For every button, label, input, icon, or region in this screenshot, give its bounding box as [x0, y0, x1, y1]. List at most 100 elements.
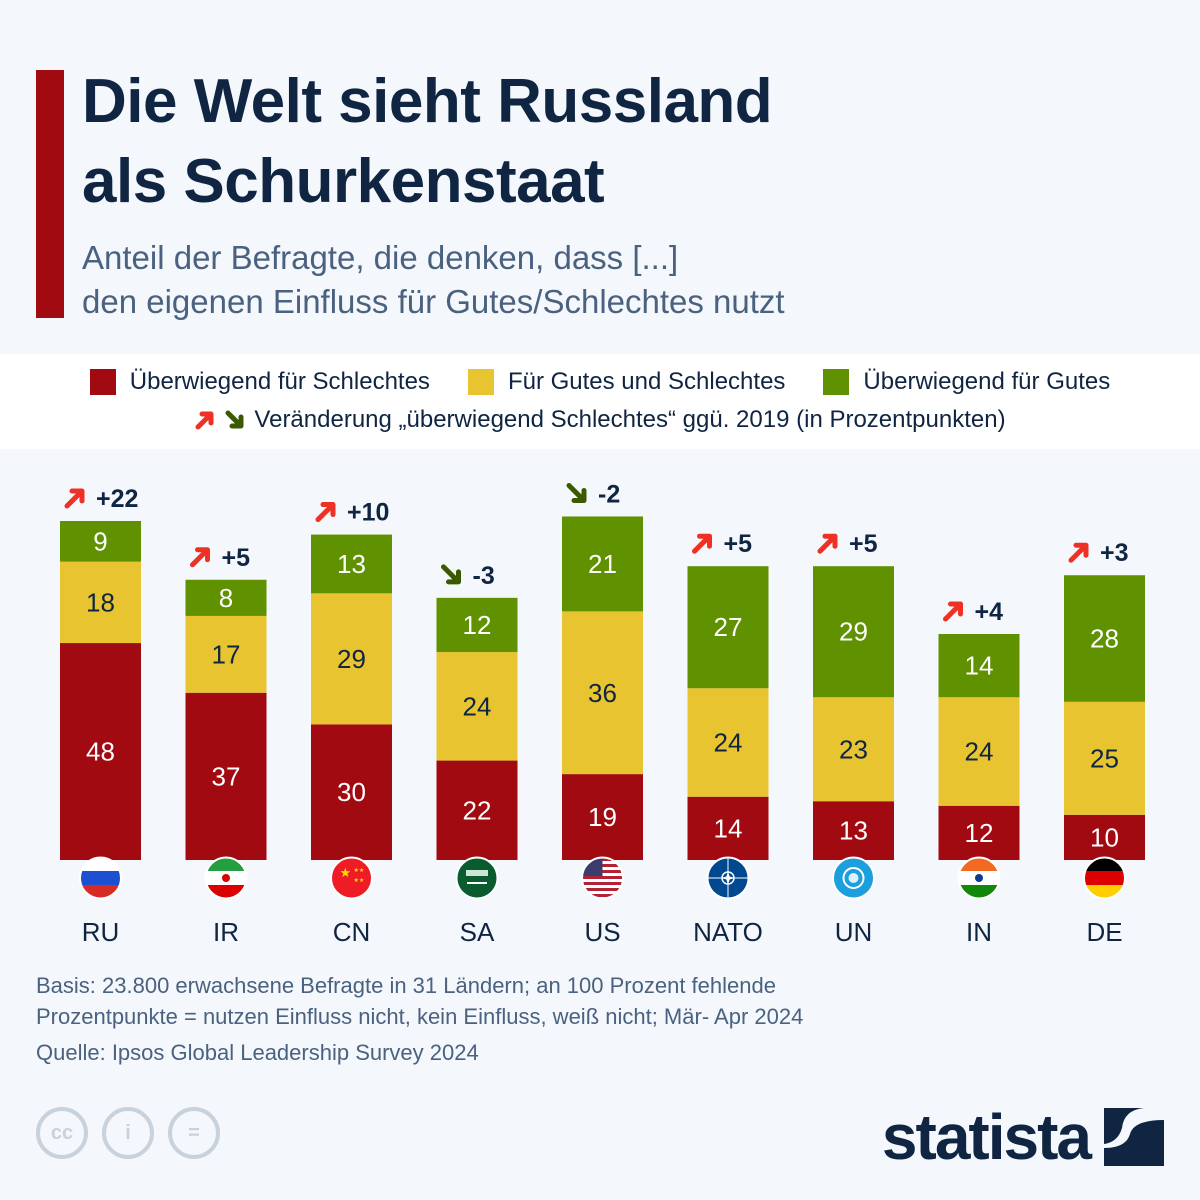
- data-label-bad-in: 12: [965, 818, 994, 848]
- footnote-line-2: Prozentpunkte = nutzen Einfluss nicht, k…: [36, 1004, 804, 1029]
- title-line-2: als Schurkenstaat: [82, 147, 605, 216]
- bar-segment-good-un[interactable]: [813, 566, 894, 698]
- bar-segment-mixed-de[interactable]: [1064, 701, 1145, 815]
- bar-segment-good-cn[interactable]: [311, 534, 392, 594]
- data-label-mixed-in: 24: [965, 737, 994, 767]
- un-flag-icon: [832, 856, 875, 900]
- bar-segment-good-de[interactable]: [1064, 575, 1145, 702]
- legend-swatch-good: [823, 369, 850, 395]
- data-label-good-ir: 8: [219, 583, 233, 613]
- subtitle: Anteil der Befragte, die denken, dass [.…: [82, 236, 785, 324]
- data-label-mixed-de: 25: [1090, 743, 1119, 773]
- china-flag-icon: ★ ★★★★: [330, 856, 373, 900]
- bar-segment-good-sa[interactable]: [436, 597, 518, 653]
- arrow-down-icon: [225, 410, 244, 429]
- statista-wordmark: statista: [881, 1101, 1092, 1173]
- bar-segment-good-ir[interactable]: [185, 579, 267, 616]
- bar-segment-bad-us[interactable]: [562, 774, 643, 860]
- data-label-mixed-un: 23: [839, 734, 868, 764]
- bar-group-sa: 22 24 12 -3 SA: [436, 562, 518, 947]
- bar-segment-mixed-cn[interactable]: [311, 593, 392, 725]
- category-label-in: IN: [966, 917, 992, 947]
- statista-logo-icon: [1104, 1108, 1164, 1166]
- category-label-un: UN: [835, 917, 873, 947]
- subtitle-line-1: Anteil der Befragte, die denken, dass [.…: [82, 239, 679, 276]
- legend-item-bad: Überwiegend für Schlechtes: [89, 368, 430, 396]
- bar-segment-good-in[interactable]: [938, 634, 1020, 698]
- creative-commons-icon[interactable]: cc: [36, 1107, 88, 1159]
- bar-segment-mixed-sa[interactable]: [436, 652, 518, 761]
- data-label-bad-ru: 48: [86, 737, 115, 767]
- data-label-mixed-cn: 29: [337, 644, 366, 674]
- arrow-down-icon: [441, 564, 461, 585]
- data-label-bad-us: 19: [588, 802, 617, 832]
- data-label-good-nato: 27: [714, 612, 743, 642]
- bar-segment-mixed-us[interactable]: [562, 611, 643, 775]
- bar-segment-bad-cn[interactable]: [311, 724, 392, 860]
- data-label-bad-ir: 37: [212, 761, 241, 791]
- bar-segment-bad-ru[interactable]: [60, 643, 141, 860]
- bar-segment-mixed-nato[interactable]: [687, 688, 769, 797]
- bar-segment-mixed-ru[interactable]: [60, 561, 141, 644]
- title-accent-bar: [36, 70, 64, 318]
- license-icons[interactable]: cc i =: [36, 1107, 220, 1159]
- change-label-us: -2: [598, 480, 620, 508]
- bar-group-un: 13 23 29 +5 UN: [813, 530, 894, 947]
- bar-segment-bad-sa[interactable]: [436, 760, 518, 860]
- legend: Überwiegend für Schlechtes Für Gutes und…: [0, 354, 1200, 449]
- iran-flag-icon: [204, 856, 248, 900]
- arrow-up-icon: [195, 411, 214, 430]
- russia-flag-icon: [79, 856, 122, 900]
- bar-segment-good-us[interactable]: [562, 516, 643, 612]
- title-line-1: Die Welt sieht Russland: [82, 67, 773, 136]
- bar-segment-good-nato[interactable]: [687, 566, 769, 689]
- no-derivatives-icon[interactable]: =: [168, 1107, 220, 1159]
- legend-swatch-bad: [89, 369, 116, 395]
- data-label-good-cn: 13: [337, 549, 366, 579]
- data-label-mixed-sa: 24: [463, 691, 492, 721]
- category-label-us: US: [584, 917, 620, 947]
- data-label-mixed-nato: 24: [714, 727, 743, 757]
- legend-label-bad: Überwiegend für Schlechtes: [129, 368, 430, 395]
- legend-change-label: Veränderung „überwiegend Schlechtes“ ggü…: [254, 406, 1006, 433]
- bar-segment-bad-un[interactable]: [813, 801, 894, 860]
- bar-group-de: 10 25 28 +3 DE: [1064, 539, 1145, 947]
- change-label-de: +3: [1100, 539, 1129, 567]
- category-label-ru: RU: [82, 917, 120, 947]
- category-label-de: DE: [1086, 917, 1122, 947]
- data-label-good-sa: 12: [463, 610, 492, 640]
- category-label-nato: NATO: [693, 917, 763, 947]
- bar-segment-bad-nato[interactable]: [687, 796, 769, 860]
- bar-segment-mixed-ir[interactable]: [185, 615, 267, 693]
- category-label-cn: CN: [333, 917, 371, 947]
- data-label-bad-nato: 14: [714, 813, 743, 843]
- data-label-mixed-ir: 17: [212, 639, 241, 669]
- statista-logo[interactable]: statista: [882, 1100, 1164, 1174]
- bar-segment-mixed-in[interactable]: [938, 697, 1020, 806]
- data-label-bad-sa: 22: [463, 795, 492, 825]
- svg-text:★: ★: [340, 865, 352, 880]
- arrow-up-icon: [64, 488, 85, 509]
- bar-segment-mixed-un[interactable]: [813, 697, 894, 802]
- footnote: Basis: 23.800 erwachsene Befragte in 31 …: [36, 970, 803, 1032]
- category-label-ir: IR: [213, 917, 239, 947]
- bar-segment-bad-de[interactable]: [1064, 814, 1145, 860]
- data-label-good-in: 14: [965, 651, 994, 681]
- legend-label-good: Überwiegend für Gutes: [863, 368, 1111, 395]
- attribution-icon[interactable]: i: [102, 1107, 154, 1159]
- bar-segment-bad-in[interactable]: [938, 805, 1020, 860]
- data-label-bad-de: 10: [1090, 822, 1119, 852]
- change-label-ru: +22: [96, 485, 138, 513]
- data-label-mixed-ru: 18: [86, 587, 115, 617]
- change-label-ir: +5: [222, 544, 251, 572]
- svg-text:★★: ★★: [354, 877, 365, 884]
- bar-segment-bad-ir[interactable]: [185, 692, 267, 860]
- bar-segment-good-ru[interactable]: [60, 521, 141, 562]
- data-label-bad-un: 13: [839, 816, 868, 846]
- bar-group-in: 12 24 14 +4 IN: [938, 598, 1020, 947]
- data-label-mixed-us: 36: [588, 678, 617, 708]
- page-title: Die Welt sieht Russland als Schurkenstaa…: [82, 62, 773, 222]
- arrow-up-icon: [1068, 542, 1089, 563]
